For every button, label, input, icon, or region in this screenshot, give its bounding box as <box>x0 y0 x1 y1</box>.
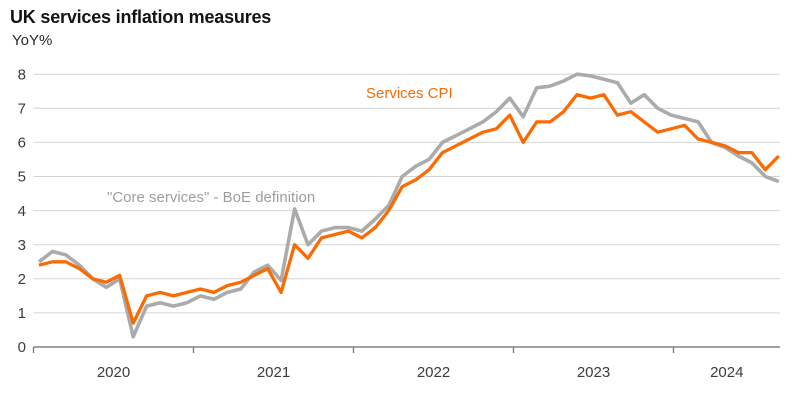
svg-text:2022: 2022 <box>417 364 450 381</box>
svg-text:0: 0 <box>18 339 26 356</box>
svg-text:1: 1 <box>18 305 26 322</box>
svg-text:7: 7 <box>18 101 26 118</box>
svg-text:8: 8 <box>18 66 26 83</box>
y-axis-unit-label: YoY% <box>12 32 53 49</box>
series-label-core-services-boe: "Core services" - BoE definition <box>107 189 316 206</box>
svg-text:2021: 2021 <box>257 364 290 381</box>
svg-text:6: 6 <box>18 135 26 152</box>
series-label-services-cpi: Services CPI <box>366 85 453 102</box>
svg-text:4: 4 <box>18 203 26 220</box>
svg-text:2023: 2023 <box>577 364 610 381</box>
chart-title: UK services inflation measures <box>10 7 272 27</box>
svg-text:2024: 2024 <box>710 364 743 381</box>
svg-text:2020: 2020 <box>97 364 130 381</box>
svg-text:2: 2 <box>18 271 26 288</box>
svg-text:5: 5 <box>18 169 26 186</box>
svg-text:3: 3 <box>18 237 26 254</box>
